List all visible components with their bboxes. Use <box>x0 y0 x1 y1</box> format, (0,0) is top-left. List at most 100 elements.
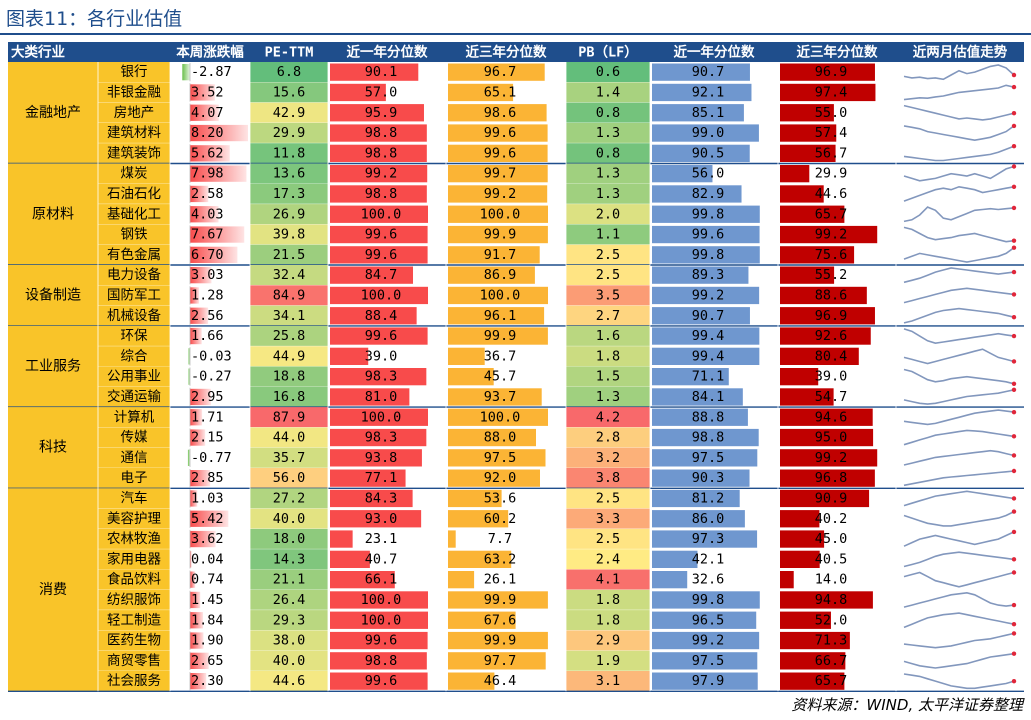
industry-cell <box>98 102 170 123</box>
industry-label: 纺织服饰 <box>107 592 161 608</box>
pe-value: 35.7 <box>273 450 306 466</box>
source-note: 资料来源：WIND, 太平洋证券整理 <box>791 696 1023 714</box>
pb-cell <box>566 569 650 590</box>
weekly-bar <box>190 388 211 406</box>
pb-3y-pct-value: 96.8 <box>815 470 848 486</box>
pe-3y-pct-bar <box>448 266 535 284</box>
pb-3y-pct-bar <box>780 672 845 690</box>
industry-cell <box>98 630 170 651</box>
pb-3y-pct-bar <box>780 124 837 142</box>
pe-1y-pct-value: 100.0 <box>361 612 402 628</box>
industry-label: 非银金融 <box>107 84 161 100</box>
pe-value: 32.4 <box>273 267 306 283</box>
pe-value: 42.9 <box>273 105 306 121</box>
pe-cell <box>250 630 328 651</box>
pe-3y-pct-value: 98.6 <box>484 105 517 121</box>
weekly-bar <box>190 226 245 243</box>
pb-1y-pct-bar <box>652 347 760 365</box>
column-header: 近一年分位数 <box>347 44 428 61</box>
industry-label: 有色金属 <box>107 246 161 263</box>
trend-sparkline <box>903 591 1015 608</box>
industry-label: 交通运输 <box>107 388 161 405</box>
pb-cell <box>566 163 650 184</box>
pe-1y-pct-value: 39.0 <box>365 348 398 364</box>
pb-1y-pct-bar <box>652 205 760 223</box>
pe-3y-pct-bar <box>448 205 548 223</box>
industry-label: 机械设备 <box>107 307 161 324</box>
pe-value: 15.6 <box>273 84 306 100</box>
pe-3y-pct-bar <box>448 591 548 609</box>
pb-3y-pct-value: 40.5 <box>815 551 848 567</box>
pb-3y-pct-bar <box>780 185 824 203</box>
pe-3y-pct-bar <box>448 388 542 406</box>
pe-1y-pct-bar <box>330 368 427 386</box>
weekly-bar <box>188 368 190 385</box>
pb-1y-pct-value: 42.1 <box>692 551 725 567</box>
weekly-bar <box>188 348 190 365</box>
pe-cell <box>250 163 328 184</box>
pb-3y-pct-bar <box>780 307 875 325</box>
industry-label: 汽车 <box>121 489 148 506</box>
pb-1y-pct-bar <box>652 185 742 203</box>
pb-1y-pct-bar <box>652 469 750 487</box>
pb-3y-pct-bar <box>780 286 867 305</box>
pe-value: 6.8 <box>277 64 301 80</box>
pb-3y-pct-value: 88.6 <box>815 287 848 303</box>
trend-end-point <box>1011 381 1017 386</box>
trend-sparkline <box>903 64 1015 81</box>
group-cell <box>8 163 98 265</box>
pb-value: 3.2 <box>596 450 620 466</box>
pe-cell <box>250 102 328 123</box>
pb-1y-pct-value: 90.3 <box>692 470 725 486</box>
industry-label: 煤炭 <box>121 166 148 182</box>
pe-3y-pct-bar <box>448 408 548 426</box>
pe-3y-pct-value: 99.6 <box>484 145 517 161</box>
weekly-value: 1.45 <box>191 592 224 608</box>
pb-value: 1.8 <box>596 348 620 364</box>
weekly-value: 6.70 <box>191 247 224 263</box>
pe-1y-pct-bar <box>330 185 427 203</box>
pb-value: 3.1 <box>596 673 620 689</box>
trend-sparkline <box>903 632 1015 649</box>
pb-3y-pct-value: 90.9 <box>815 490 848 506</box>
weekly-bar <box>190 327 202 345</box>
pb-1y-pct-value: 81.2 <box>692 490 725 506</box>
pb-cell <box>566 630 650 651</box>
industry-cell <box>98 224 170 245</box>
pe-value: 44.0 <box>273 430 306 446</box>
pb-cell <box>566 589 650 611</box>
pe-1y-pct-value: 66.1 <box>365 572 398 588</box>
pb-1y-pct-value: 97.5 <box>692 450 725 466</box>
pe-1y-pct-value: 99.6 <box>365 673 398 689</box>
trend-end-point <box>1011 238 1017 243</box>
industry-label: 环保 <box>121 328 148 344</box>
pb-value: 1.5 <box>596 369 620 385</box>
pe-1y-pct-value: 93.8 <box>365 450 398 466</box>
pe-3y-pct-value: 60.2 <box>484 511 517 527</box>
pe-1y-pct-bar <box>330 347 369 365</box>
weekly-bar <box>190 652 209 669</box>
pe-cell <box>250 62 328 83</box>
pe-1y-pct-value: 99.6 <box>365 247 398 263</box>
trend-end-point <box>1011 651 1017 656</box>
trend-end-point <box>1011 387 1017 392</box>
pb-1y-pct-bar <box>652 388 743 406</box>
group-label: 科技 <box>39 440 67 456</box>
pe-1y-pct-value: 84.7 <box>365 267 398 283</box>
pe-3y-pct-value: 99.9 <box>484 592 517 608</box>
group-label: 金融地产 <box>25 105 81 121</box>
pb-3y-pct-value: 66.7 <box>815 653 848 669</box>
valuation-table: 大类行业 本周涨跌幅 PE-TTM 近一年分位数 近三年分位数 PB（LF） 近一年分位数 近… <box>8 42 1024 692</box>
pe-cell <box>250 528 328 550</box>
pb-1y-pct-value: 56.0 <box>692 166 725 182</box>
pe-1y-pct-bar <box>330 591 428 609</box>
pb-1y-pct-value: 98.8 <box>692 430 725 446</box>
pe-1y-pct-bar <box>330 104 424 122</box>
pe-1y-pct-bar <box>330 327 428 345</box>
pb-cell <box>566 265 650 286</box>
pb-1y-pct-value: 99.4 <box>692 348 725 364</box>
industry-cell <box>98 508 170 529</box>
pe-3y-pct-value: 93.7 <box>484 389 517 405</box>
pe-cell <box>250 508 328 529</box>
pb-cell <box>566 204 650 225</box>
